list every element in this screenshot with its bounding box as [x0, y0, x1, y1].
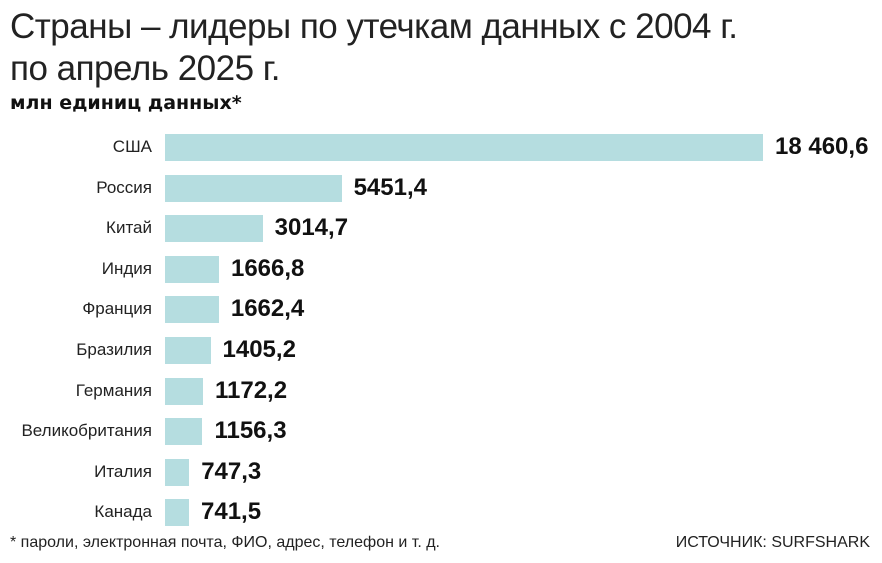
category-label: Великобритания	[21, 421, 152, 441]
title-line-1: Страны – лидеры по утечкам данных с 2004…	[10, 7, 738, 46]
category-label: Индия	[101, 258, 152, 278]
chart-title: Страны – лидеры по утечкам данных с 2004…	[10, 6, 738, 90]
category-label: США	[112, 137, 152, 156]
bar	[165, 458, 190, 486]
bar	[165, 174, 342, 202]
category-label: Германия	[75, 380, 152, 400]
source: ИСТОЧНИК: SURFSHARK	[675, 534, 870, 551]
category-label: Бразилия	[76, 340, 152, 359]
category-label: Китай	[106, 218, 152, 238]
bar	[165, 499, 190, 527]
category-label: Канада	[94, 502, 152, 522]
unit-label: млн единиц данных*	[10, 92, 242, 114]
footnote: * пароли, электронная почта, ФИО, адрес,…	[10, 534, 440, 551]
value-label: 1156,3	[214, 417, 287, 445]
value-label: 5451,4	[353, 173, 427, 201]
bar	[165, 377, 203, 405]
bar	[165, 255, 219, 283]
value-label: 1172,2	[214, 376, 288, 404]
category-label: Италия	[94, 461, 152, 481]
value-label: 1666,8	[230, 254, 305, 282]
value-label: 1405,2	[222, 336, 296, 363]
bar	[165, 134, 763, 161]
value-label: 747,3	[201, 457, 262, 485]
bar	[165, 296, 219, 324]
bar	[165, 215, 263, 243]
category-label: Франция	[82, 299, 152, 319]
value-label: 741,5	[201, 498, 262, 526]
value-label: 1662,4	[230, 295, 305, 323]
category-label: Россия	[96, 177, 152, 197]
bar	[165, 337, 211, 364]
value-label: 3014,7	[274, 214, 349, 242]
bar	[165, 418, 203, 446]
value-label: 18 460,6	[775, 133, 869, 160]
title-line-2: по апрель 2025 г.	[10, 49, 281, 88]
